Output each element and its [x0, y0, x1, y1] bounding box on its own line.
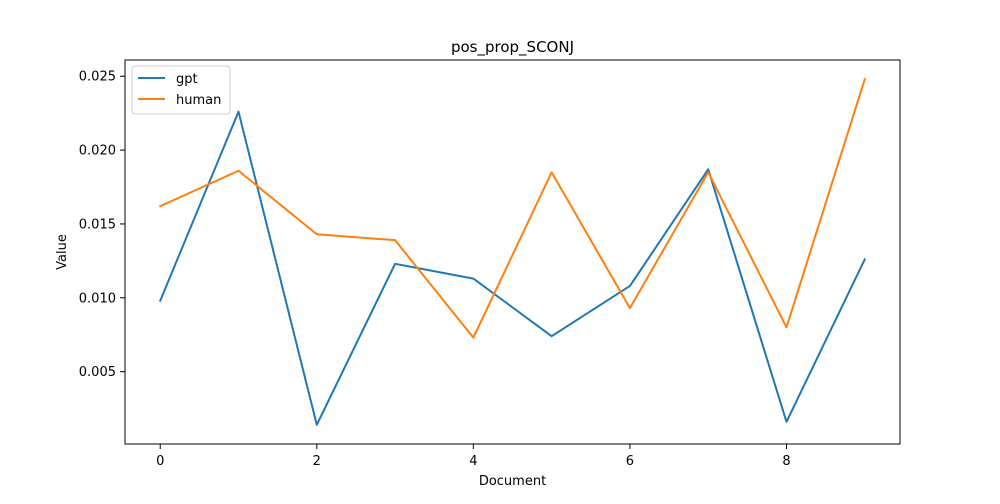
series-line-human	[158, 77, 867, 339]
x-tick-label: 4	[469, 454, 477, 469]
legend-label-gpt: gpt	[176, 72, 198, 87]
series-line-gpt	[158, 110, 867, 426]
y-tick-label: 0.025	[79, 70, 116, 85]
legend: gpt human	[131, 65, 231, 115]
legend-label-human: human	[176, 93, 221, 108]
x-tick-label: 2	[313, 454, 321, 469]
x-tick-label: 6	[626, 454, 634, 469]
y-axis-ticks: 0.005 0.010 0.015 0.020 0.025	[79, 70, 125, 380]
x-tick-label: 8	[782, 454, 790, 469]
y-tick-label: 0.020	[79, 144, 116, 159]
x-axis-ticks: 0 2 4 6 8	[156, 444, 791, 469]
y-tick-label: 0.010	[79, 291, 116, 306]
y-tick-label: 0.005	[79, 365, 116, 380]
chart-title: pos_prop_SCONJ	[451, 38, 574, 57]
x-tick-label: 0	[156, 454, 164, 469]
x-axis-label: Document	[479, 474, 546, 489]
plot-area-frame	[124, 59, 901, 445]
series-layer	[158, 77, 867, 426]
y-axis-label: Value	[55, 234, 70, 270]
y-tick-label: 0.015	[79, 217, 116, 232]
